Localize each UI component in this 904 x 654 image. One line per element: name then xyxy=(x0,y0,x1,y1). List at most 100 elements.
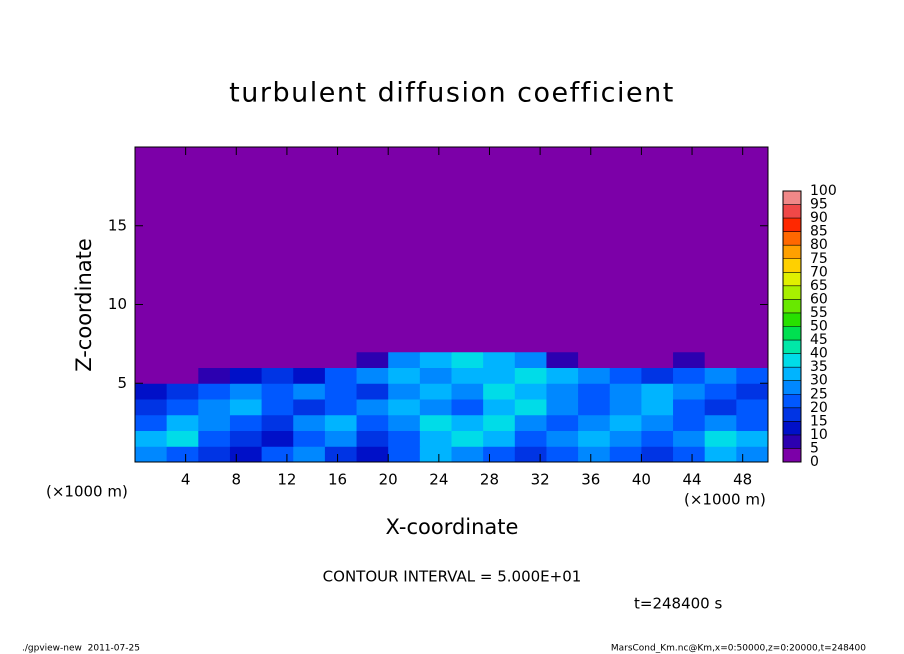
cell xyxy=(641,147,674,353)
cell xyxy=(261,414,294,431)
colorbar-label: 0 xyxy=(810,454,819,470)
cell xyxy=(198,446,231,463)
cell xyxy=(388,351,421,368)
colorbar-label: 50 xyxy=(810,319,828,335)
cell xyxy=(229,351,263,368)
cell xyxy=(483,430,516,447)
cell xyxy=(736,446,769,463)
cell xyxy=(736,147,769,353)
y-tick-label: 10 xyxy=(108,295,127,313)
colorbar-segment xyxy=(783,380,801,395)
colorbar-segment xyxy=(783,421,801,435)
colorbar-segment xyxy=(783,191,801,205)
cell xyxy=(135,147,168,353)
cell xyxy=(641,383,674,400)
x-tick-label: 32 xyxy=(531,471,550,489)
cell xyxy=(135,446,168,463)
cell xyxy=(324,430,358,447)
cell xyxy=(293,367,326,384)
cell xyxy=(673,430,706,447)
cell xyxy=(388,399,421,416)
cell xyxy=(673,414,706,431)
cell xyxy=(388,414,421,431)
cell xyxy=(578,399,611,416)
cell xyxy=(388,383,421,400)
x-axis-label: X-coordinate xyxy=(386,515,519,539)
cell xyxy=(135,430,168,447)
cell xyxy=(514,446,547,463)
cell xyxy=(673,446,706,463)
cell xyxy=(609,446,642,463)
cell xyxy=(578,430,611,447)
cell xyxy=(483,367,516,384)
colorbar-label: 80 xyxy=(810,237,828,253)
cell xyxy=(324,414,358,431)
y-tick-label: 5 xyxy=(117,374,127,392)
cell xyxy=(483,147,516,353)
cell xyxy=(166,147,199,353)
cell xyxy=(356,414,389,431)
colorbar-segment xyxy=(783,285,801,300)
x-tick-label: 24 xyxy=(429,471,448,489)
cell xyxy=(356,430,389,447)
cell xyxy=(451,367,484,384)
colorbar-segment xyxy=(783,231,801,246)
cell xyxy=(356,446,389,463)
cell xyxy=(356,351,389,368)
colorbar-label: 30 xyxy=(810,373,828,389)
cell xyxy=(261,383,294,400)
cell xyxy=(324,446,358,463)
colorbar-label: 90 xyxy=(810,210,828,226)
cell xyxy=(609,383,642,400)
cell xyxy=(388,147,421,353)
cell xyxy=(578,383,611,400)
cell xyxy=(198,367,231,384)
colorbar-label: 10 xyxy=(810,427,828,443)
cell xyxy=(166,430,199,447)
cell xyxy=(324,367,358,384)
cell xyxy=(419,147,452,353)
colorbar-label: 70 xyxy=(810,264,828,280)
colorbar-segment xyxy=(783,258,801,273)
cell xyxy=(673,383,706,400)
cell xyxy=(261,351,294,368)
cell xyxy=(388,446,421,463)
field xyxy=(135,147,769,463)
cell xyxy=(198,351,231,368)
cell xyxy=(356,147,389,353)
x-tick-label: 40 xyxy=(632,471,651,489)
cell xyxy=(229,414,263,431)
cell xyxy=(483,446,516,463)
cell xyxy=(578,414,611,431)
cell xyxy=(198,147,231,353)
cell xyxy=(293,351,326,368)
cell xyxy=(166,351,199,368)
cell xyxy=(135,383,168,400)
cell xyxy=(324,351,358,368)
x-tick-label: 16 xyxy=(328,471,347,489)
cell xyxy=(166,399,199,416)
colorbar-label: 100 xyxy=(810,183,837,199)
cell xyxy=(641,351,674,368)
cell xyxy=(704,367,737,384)
cell xyxy=(451,446,484,463)
colorbar-label: 75 xyxy=(810,251,828,267)
colorbar-label: 60 xyxy=(810,291,828,307)
cell xyxy=(324,147,358,353)
cell xyxy=(578,446,611,463)
cell xyxy=(293,399,326,416)
colorbar-segment xyxy=(783,204,801,219)
colorbar-label: 5 xyxy=(810,440,819,456)
cell xyxy=(261,399,294,416)
cell xyxy=(546,367,579,384)
cell xyxy=(514,351,547,368)
cell xyxy=(135,367,168,384)
cell xyxy=(514,414,547,431)
cell xyxy=(736,399,769,416)
cell xyxy=(514,147,547,353)
colorbar-segment xyxy=(783,367,801,381)
cell xyxy=(451,399,484,416)
colorbar-segment xyxy=(783,353,801,368)
colorbar-label: 15 xyxy=(810,413,828,429)
x-tick-label: 4 xyxy=(181,471,191,489)
